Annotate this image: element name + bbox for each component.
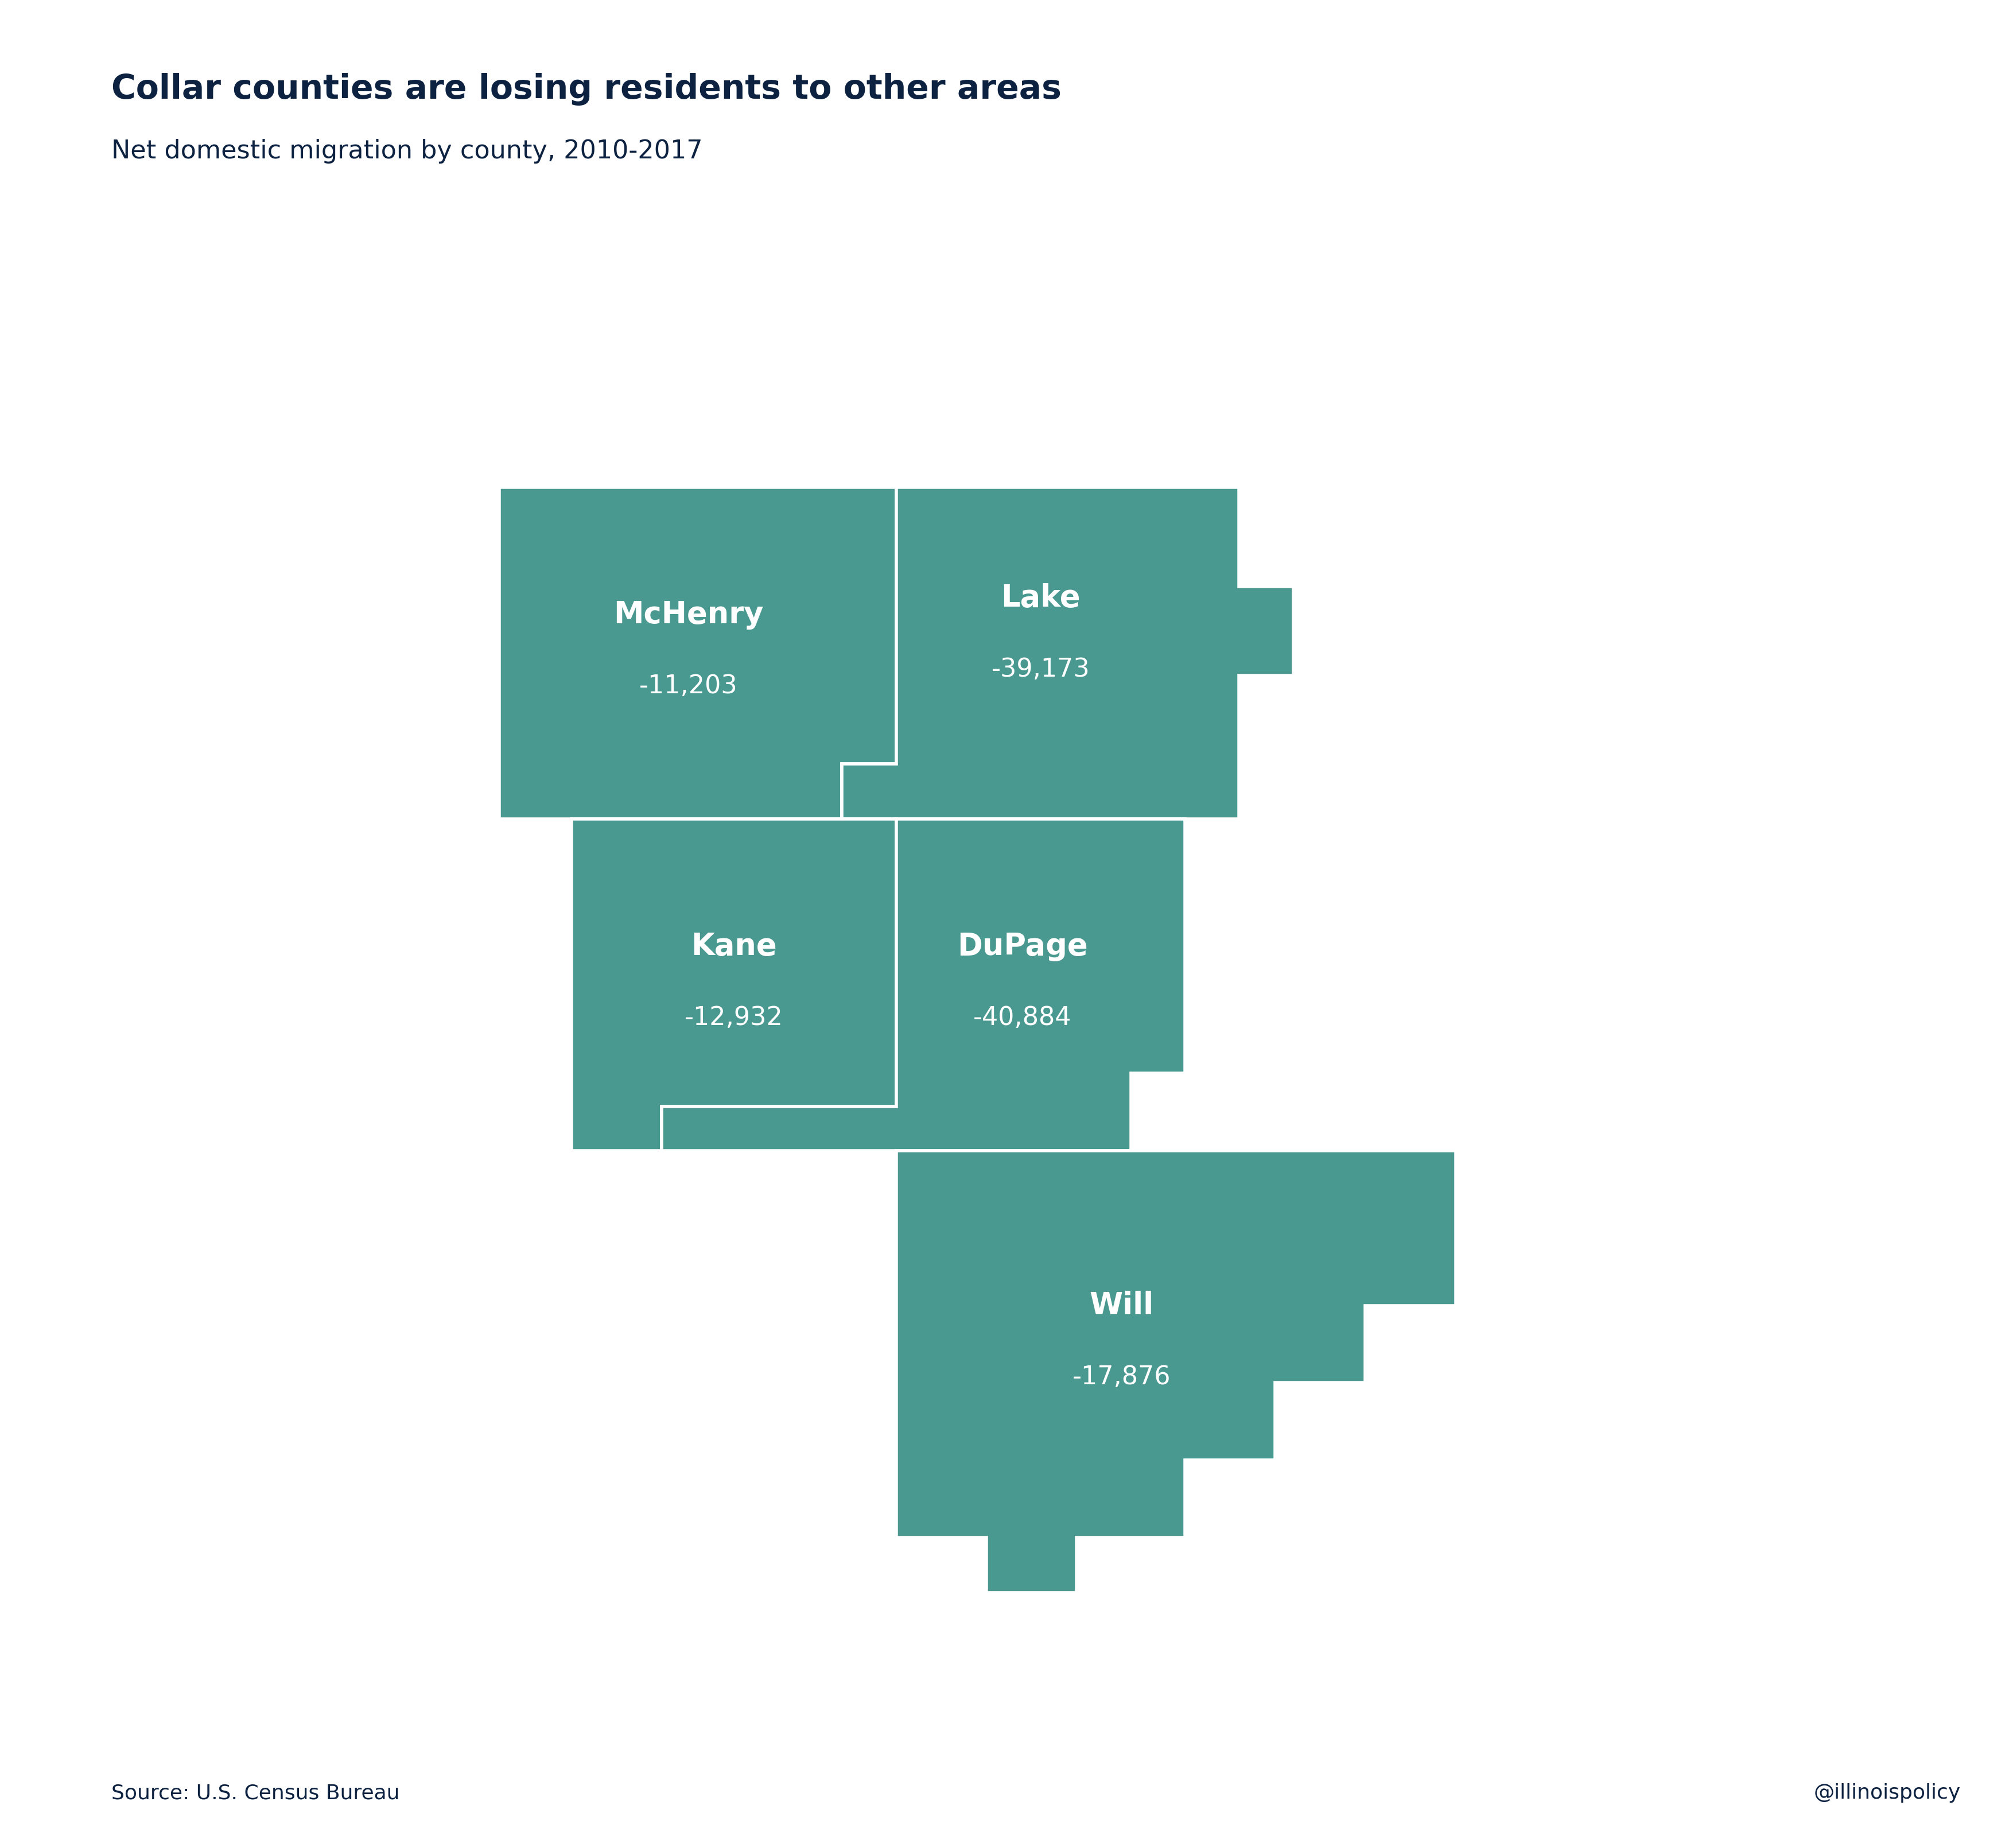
Polygon shape [842,488,1294,819]
Polygon shape [498,488,896,819]
Text: -11,203: -11,203 [639,675,737,699]
Polygon shape [896,1151,1457,1593]
Text: Kane: Kane [691,931,777,961]
Text: McHenry: McHenry [613,599,763,630]
Text: -39,173: -39,173 [990,658,1089,682]
Text: Net domestic migration by county, 2010-2017: Net domestic migration by county, 2010-2… [110,139,703,164]
Text: Lake: Lake [1000,582,1081,614]
Text: Will: Will [1089,1290,1153,1319]
Polygon shape [661,819,1185,1151]
Text: Collar counties are losing residents to other areas: Collar counties are losing residents to … [110,72,1061,105]
Text: @illinoispolicy: @illinoispolicy [1814,1783,1961,1804]
Text: -40,884: -40,884 [972,1005,1071,1031]
Polygon shape [571,819,896,1151]
Text: -17,876: -17,876 [1073,1366,1171,1390]
Text: DuPage: DuPage [956,931,1087,961]
Text: Source: U.S. Census Bureau: Source: U.S. Census Bureau [110,1783,400,1804]
Text: -12,932: -12,932 [685,1005,784,1031]
